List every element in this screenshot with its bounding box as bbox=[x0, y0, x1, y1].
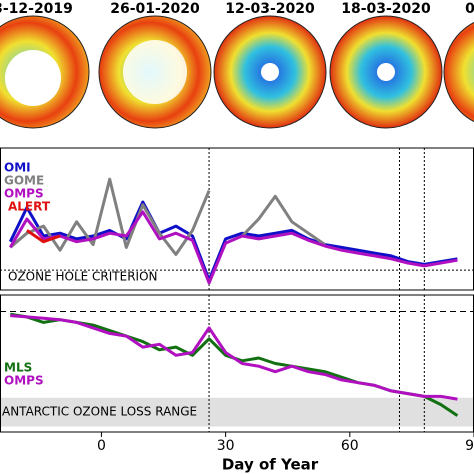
x-tick-label: 30 bbox=[217, 438, 235, 454]
legend-entry: MLS bbox=[4, 361, 32, 375]
legend-entry: ALERT bbox=[8, 200, 51, 214]
polar-map-pole bbox=[377, 63, 395, 81]
maps bbox=[0, 15, 474, 129]
series-line bbox=[241, 194, 326, 246]
map-title: 26-01-2020 bbox=[110, 1, 200, 17]
x-tick-label: 60 bbox=[341, 438, 359, 454]
reference-label: OZONE HOLE CRITERION bbox=[8, 270, 158, 284]
legend-entry: GOME bbox=[4, 174, 44, 188]
polar-map bbox=[443, 21, 474, 123]
series-line bbox=[9, 177, 211, 256]
legend-entry: OMI bbox=[4, 161, 31, 175]
polar-map-mask bbox=[123, 40, 187, 104]
x-tick-label: 0 bbox=[97, 438, 106, 454]
series-line bbox=[8, 200, 458, 282]
series-line bbox=[10, 314, 458, 401]
band-label: ANTARCTIC OZONE LOSS RANGE bbox=[2, 405, 197, 419]
x-axis-label: Day of Year bbox=[222, 456, 319, 474]
map-title: 0 bbox=[465, 1, 474, 17]
map-title: 18-03-2020 bbox=[341, 1, 431, 17]
series-line bbox=[9, 210, 458, 285]
loss-band bbox=[1, 397, 473, 427]
map-title: 3-12-2019 bbox=[0, 1, 73, 17]
polar-map-mask bbox=[5, 50, 61, 106]
map-title: 12-03-2020 bbox=[225, 1, 315, 17]
legend-entry: OMPS bbox=[4, 374, 44, 388]
x-tick-label: 90 bbox=[465, 438, 474, 454]
legend-entry: OMPS bbox=[4, 187, 44, 201]
series-line bbox=[26, 229, 61, 244]
polar-map-pole bbox=[261, 63, 279, 81]
